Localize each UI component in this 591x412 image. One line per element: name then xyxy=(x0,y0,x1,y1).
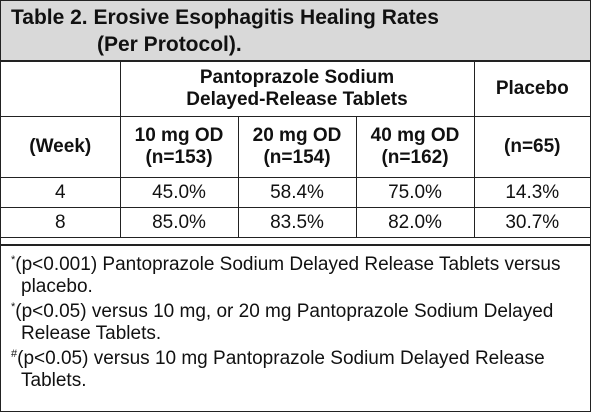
value-cell: 83.5% xyxy=(237,207,357,238)
placebo-n-header: (n=65) xyxy=(473,116,591,178)
footnote-text: (p<0.05) versus 10 mg Pantoprazole Sodiu… xyxy=(17,348,545,391)
week-cell: 4 xyxy=(1,177,121,208)
dose-label: 20 mg OD xyxy=(252,125,342,146)
placebo-header: Placebo xyxy=(473,62,591,117)
healing-rates-table: Pantoprazole Sodium Delayed-Release Tabl… xyxy=(1,62,591,238)
dose-header-20mg: 20 mg OD (n=154) xyxy=(237,116,357,178)
empty-header-cell xyxy=(1,62,121,117)
dose-header-10mg: 10 mg OD (n=153) xyxy=(119,116,239,178)
footnote-mark: # xyxy=(11,348,18,360)
footnote: *(p<0.001) Pantoprazole Sodium Delayed R… xyxy=(11,254,582,298)
table-row-week-8: 8 85.0% 83.5% 82.0% 30.7% xyxy=(1,207,591,238)
dose-n: (n=153) xyxy=(145,147,213,168)
value-cell: 45.0% xyxy=(119,177,239,208)
table-title-line1: Table 2. Erosive Esophagitis Healing Rat… xyxy=(11,6,439,29)
table-title-line2: (Per Protocol). xyxy=(97,33,242,56)
group-header-line1: Pantoprazole Sodium xyxy=(199,67,395,88)
footnote-text: (p<0.001) Pantoprazole Sodium Delayed Re… xyxy=(15,254,561,297)
value-cell: 85.0% xyxy=(119,207,239,238)
header-row-doses: (Week) 10 mg OD (n=153) 20 mg OD (n=154)… xyxy=(1,116,591,178)
pantoprazole-group-header: Pantoprazole Sodium Delayed-Release Tabl… xyxy=(119,62,475,117)
value-cell: 75.0% xyxy=(355,177,475,208)
dose-n: (n=154) xyxy=(263,147,331,168)
footnote-text: (p<0.05) versus 10 mg, or 20 mg Pantopra… xyxy=(15,301,554,344)
value-cell: 82.0% xyxy=(355,207,475,238)
dose-label: 10 mg OD xyxy=(134,125,224,146)
footnote: #(p<0.05) versus 10 mg Pantoprazole Sodi… xyxy=(11,348,582,392)
group-header-line2: Delayed-Release Tablets xyxy=(186,89,408,110)
value-cell: 14.3% xyxy=(473,177,591,208)
footnote-mark: * xyxy=(11,301,16,313)
header-row-group: Pantoprazole Sodium Delayed-Release Tabl… xyxy=(1,62,591,117)
value-cell: 30.7% xyxy=(473,207,591,238)
week-cell: 8 xyxy=(1,207,121,238)
footnotes: *(p<0.001) Pantoprazole Sodium Delayed R… xyxy=(1,244,590,411)
table-row-week-4: 4 45.0% 58.4% 75.0% 14.3% xyxy=(1,177,591,208)
week-header: (Week) xyxy=(1,116,121,178)
table-title-bar: Table 2. Erosive Esophagitis Healing Rat… xyxy=(1,1,590,62)
dose-label: 40 mg OD xyxy=(370,125,460,146)
dose-header-40mg: 40 mg OD (n=162) xyxy=(355,116,475,178)
dose-n: (n=162) xyxy=(381,147,449,168)
value-cell: 58.4% xyxy=(237,177,357,208)
footnote: *(p<0.05) versus 10 mg, or 20 mg Pantopr… xyxy=(11,301,582,345)
footnote-mark: * xyxy=(11,254,16,266)
